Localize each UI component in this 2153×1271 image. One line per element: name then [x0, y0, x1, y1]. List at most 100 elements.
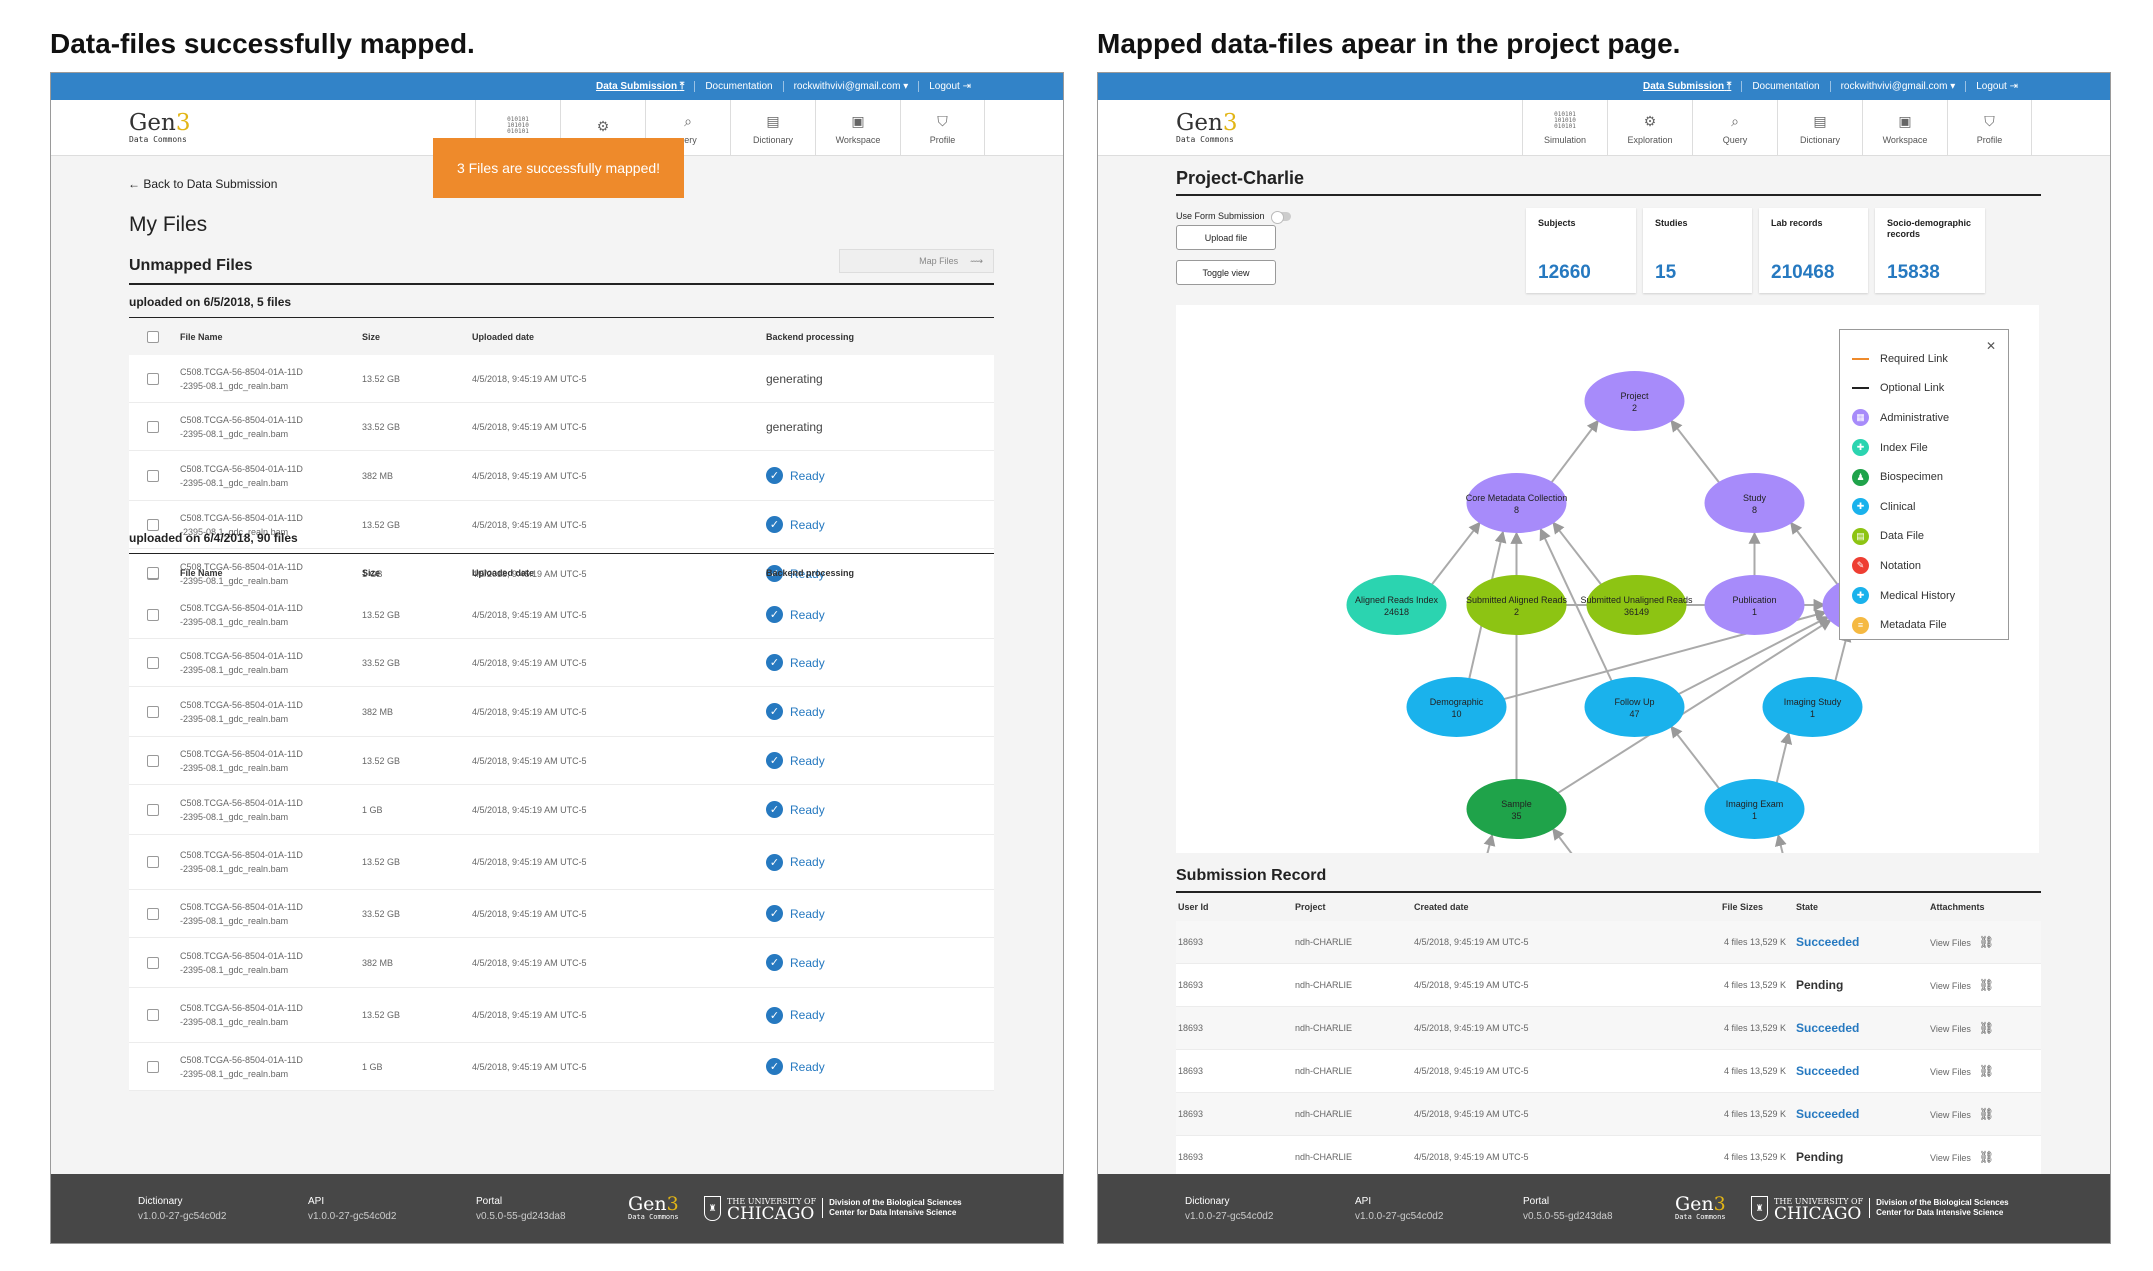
table-row[interactable]: C508.TCGA-56-8504-01A-11D -2395-08.1_gdc_… [129, 687, 994, 737]
graph-node-core[interactable]: Core Metadata Collection 8 [1466, 473, 1568, 533]
toggle-view-button[interactable]: Toggle view [1176, 260, 1276, 285]
documentation-link[interactable]: Documentation [695, 81, 784, 92]
graph-edge [1552, 827, 1603, 894]
graph-node-aligned[interactable]: Aligned Reads Index 24618 [1346, 575, 1447, 635]
row-checkbox[interactable] [147, 608, 159, 621]
nav-simulation[interactable]: 010101 101010 010101 [475, 100, 560, 156]
file-name: C508.TCGA-56-8504-01A-11D -2395-08.1_gdc_… [180, 950, 303, 975]
submission-row[interactable]: 18693 ndh-CHARLIE 4/5/2018, 9:45:19 AM UTC… [1176, 1136, 2041, 1179]
row-checkbox[interactable] [147, 856, 159, 868]
graph-node-count: 10 [1451, 709, 1461, 719]
table-row[interactable]: C508.TCGA-56-8504-01A-11D -2395-08.1_gdc_… [129, 591, 994, 639]
row-checkbox[interactable] [147, 656, 159, 669]
close-icon[interactable]: ✕ [1985, 339, 1996, 353]
nav-dictionary[interactable]: ▤ Dictionary [730, 100, 815, 156]
back-link[interactable]: ← Back to Data Submission [128, 177, 278, 191]
toggle-switch[interactable] [1270, 210, 1291, 224]
nav-query[interactable]: ⌕ Query [1692, 100, 1777, 156]
table-row[interactable]: C508.TCGA-56-8504-01A-11D -2395-08.1_gdc_… [129, 639, 994, 687]
row-checkbox[interactable] [147, 372, 159, 385]
nav-simulation[interactable]: 010101 101010 010101 Simulation [1522, 100, 1607, 156]
table-row[interactable]: C508.TCGA-56-8504-01A-11D -2395-08.1_gdc_… [129, 835, 994, 890]
binary-icon: 010101 101010 010101 [507, 116, 529, 135]
gen3-logo[interactable]: Gen3 Data Commons [1176, 110, 1238, 145]
nav-profile[interactable]: ⛉ Profile [900, 100, 985, 156]
dictionary-icon: ▤ [766, 112, 780, 129]
table-row[interactable]: C508.TCGA-56-8504-01A-11D -2395-08.1_gdc_… [129, 988, 994, 1043]
graph-node-imagingexam[interactable]: Imaging Exam 1 [1704, 779, 1805, 839]
data-submission-link[interactable]: Data Submission ⤒ [1633, 81, 1743, 92]
graph-node-label: Demographic [1430, 697, 1484, 707]
file-name: C508.TCGA-56-8504-01A-11D -2395-08.1_gdc_… [180, 602, 303, 627]
graph-node-study[interactable]: Study 8 [1704, 473, 1805, 533]
nav-dictionary[interactable]: ▤ Dictionary [1777, 100, 1862, 156]
nav-query[interactable]: ⌕ uery [645, 100, 730, 156]
logout-link[interactable]: Logout ⇥ [1976, 81, 2018, 92]
row-checkbox[interactable] [147, 518, 159, 531]
link-icon: ⛓ [1978, 1107, 1995, 1121]
view-files-link[interactable]: View Files ⛓ [1930, 1107, 1995, 1121]
row-checkbox[interactable] [147, 907, 159, 920]
logout-link[interactable]: Logout ⇥ [929, 81, 971, 92]
gen3-logo[interactable]: Gen3 Data Commons [129, 110, 191, 145]
graph-node-imagingstudy[interactable]: Imaging Study 1 [1762, 677, 1863, 737]
nav-workspace[interactable]: ▣ Workspace [815, 100, 900, 156]
graph-node-sample[interactable]: Sample 35 [1466, 779, 1567, 839]
table-row[interactable]: C508.TCGA-56-8504-01A-11D -2395-08.1_gdc_… [129, 1043, 994, 1091]
row-checkbox[interactable] [147, 754, 159, 767]
view-files-link[interactable]: View Files ⛓ [1930, 1064, 1995, 1078]
submission-row[interactable]: 18693 ndh-CHARLIE 4/5/2018, 9:45:19 AM UTC… [1176, 1050, 2041, 1093]
graph-node-demographic[interactable]: Demographic 10 [1406, 677, 1507, 737]
graph-node-publication[interactable]: Publication 1 [1704, 575, 1805, 635]
graph-node-label: Imaging Exam [1726, 799, 1784, 809]
graph-node-subaligned[interactable]: Submitted Aligned Reads 2 [1466, 575, 1568, 635]
row-checkbox[interactable] [147, 1060, 159, 1073]
form-submission-toggle[interactable]: Use Form Submission [1176, 210, 1291, 224]
table-row[interactable]: C508.TCGA-56-8504-01A-11D -2395-08.1_gdc_… [129, 737, 994, 785]
submission-row[interactable]: 18693 ndh-CHARLIE 4/5/2018, 9:45:19 AM UTC… [1176, 1093, 2041, 1136]
view-files-link[interactable]: View Files ⛓ [1930, 1150, 1995, 1164]
select-all-checkbox[interactable] [147, 331, 159, 343]
nav-workspace[interactable]: ▣ Workspace [1862, 100, 1947, 156]
workspace-icon: ▣ [1898, 112, 1912, 129]
top-bar: Data Submission ⤒ Documentation rockwith… [1098, 73, 2110, 100]
file-size: 1 GB [362, 1061, 383, 1072]
user-menu[interactable]: rockwithvivi@gmail.com ▾ [784, 81, 920, 92]
submission-row[interactable]: 18693 ndh-CHARLIE 4/5/2018, 9:45:19 AM UTC… [1176, 921, 2041, 964]
table-row[interactable]: C508.TCGA-56-8504-01A-11D -2395-08.1_gdc_… [129, 890, 994, 938]
submission-row[interactable]: 18693 ndh-CHARLIE 4/5/2018, 9:45:19 AM UTC… [1176, 1007, 2041, 1050]
view-files-link[interactable]: View Files ⛓ [1930, 935, 1995, 949]
nav-profile[interactable]: ⛉ Profile [1947, 100, 2032, 156]
documentation-link[interactable]: Documentation [1742, 81, 1831, 92]
row-checkbox[interactable] [147, 469, 159, 482]
user-menu[interactable]: rockwithvivi@gmail.com ▾ [1831, 81, 1967, 92]
query-icon: ⌕ [684, 112, 692, 129]
map-files-button[interactable]: Map Files ⟿ [839, 249, 994, 273]
upload-file-button[interactable]: Upload file [1176, 225, 1276, 250]
nav-exploration[interactable]: ⚙ Exploration [1607, 100, 1692, 156]
table-row[interactable]: C508.TCGA-56-8504-01A-11D -2395-08.1_gdc_… [129, 938, 994, 988]
row-checkbox[interactable] [147, 803, 159, 816]
nav-label: Workspace [835, 135, 881, 145]
data-submission-link[interactable]: Data Submission ⤒ [586, 81, 696, 92]
select-all-checkbox[interactable] [147, 567, 159, 579]
view-files-link[interactable]: View Files ⛓ [1930, 1021, 1995, 1035]
graph-node-subunaligned[interactable]: Submitted Unaligned Reads 36149 [1580, 575, 1693, 635]
view-files-link[interactable]: View Files ⛓ [1930, 978, 1995, 992]
file-name: C508.TCGA-56-8504-01A-11D -2395-08.1_gdc_… [180, 561, 303, 586]
graph-node-project[interactable]: Project 2 [1584, 371, 1685, 431]
graph-node-count: 35 [1511, 811, 1521, 821]
submission-row[interactable]: 18693 ndh-CHARLIE 4/5/2018, 9:45:19 AM UTC… [1176, 964, 2041, 1007]
table-row[interactable]: C508.TCGA-56-8504-01A-11D -2395-08.1_gdc_… [129, 403, 994, 451]
table-row[interactable]: C508.TCGA-56-8504-01A-11D -2395-08.1_gdc_… [129, 785, 994, 835]
nav-exploration[interactable]: ⚙ [560, 100, 645, 156]
row-checkbox[interactable] [147, 956, 159, 969]
table-row[interactable]: C508.TCGA-56-8504-01A-11D -2395-08.1_gdc_… [129, 451, 994, 501]
row-checkbox[interactable] [147, 1009, 159, 1021]
row-checkbox[interactable] [147, 705, 159, 718]
graph-node-count: 8 [1514, 505, 1519, 515]
row-checkbox[interactable] [147, 420, 159, 433]
graph-node-followup[interactable]: Follow Up 47 [1584, 677, 1685, 737]
table-row[interactable]: C508.TCGA-56-8504-01A-11D -2395-08.1_gdc_… [129, 355, 994, 403]
table-row[interactable]: C508.TCGA-56-8504-01A-11D -2395-08.1_gdc_… [129, 501, 994, 549]
